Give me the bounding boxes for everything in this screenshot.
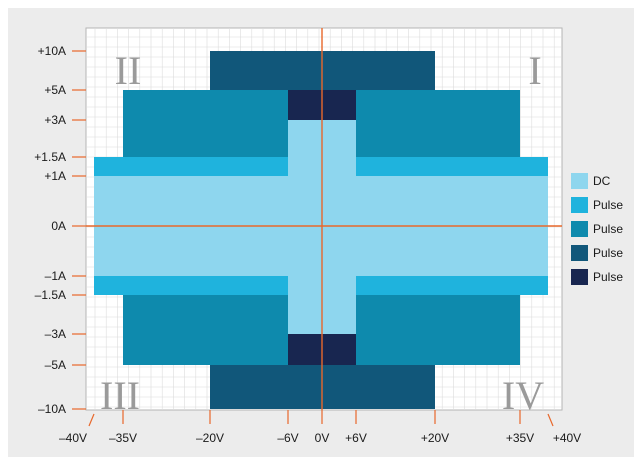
quadrant-label-iii: III [100,373,140,418]
x-tick-mark [547,413,554,427]
y-tick-label: +1.5A [34,150,66,164]
region-pulse-3 [356,90,520,157]
chart-frame: II I III IV –40V –35V –20V –6V 0V +6V +20V +35V… [8,8,634,457]
y-tick-label: –10A [38,402,66,416]
y-tick-label: +5A [44,83,66,97]
legend-label: Pulse [593,246,623,260]
region-pulse-3 [123,295,288,365]
legend-label: Pulse [593,270,623,284]
legend-swatch [571,197,588,213]
legend-label: Pulse [593,222,623,236]
y-tick-label: –3A [45,327,66,341]
y-tick-label: +3A [44,113,66,127]
legend-swatch [571,269,588,285]
legend-label: DC [593,174,611,188]
y-tick-label: –1.5A [35,288,66,302]
region-pulse-3 [356,295,520,365]
y-tick-label: +10A [38,44,66,58]
legend-swatch [571,245,588,261]
axes [86,28,562,410]
x-tick-label: –40V [59,431,87,445]
x-tick-label: 0V [315,431,330,445]
y-tick-label: 0A [51,219,66,233]
quadrant-labels: II I III IV [100,48,544,418]
y-tick-label: –5A [45,358,66,372]
quadrant-label-iv: IV [502,373,544,418]
y-tick-labels: +10A +5A +3A +1.5A +1A 0A –1A –1.5A –3A –5A –10A [34,44,86,416]
data-regions [94,51,548,409]
x-tick-label: +40V [553,431,581,445]
x-tick-label: –6V [277,431,298,445]
region-pulse-2 [356,157,548,176]
region-pulse-3 [123,90,288,157]
region-pulse-2 [94,276,288,295]
legend-label: Pulse [593,198,623,212]
quadrant-label-i: I [528,48,541,93]
x-tick-label: –20V [196,431,224,445]
y-tick-label: –1A [45,269,66,283]
x-tick-labels: –40V –35V –20V –6V 0V +6V +20V +35V +40V [59,410,581,445]
x-tick-label: –35V [109,431,137,445]
x-tick-mark [88,413,95,427]
legend-swatch [571,173,588,189]
region-pulse-2 [94,157,288,176]
x-tick-label: +6V [345,431,367,445]
x-tick-label: +20V [421,431,449,445]
quadrant-label-ii: II [115,48,142,93]
legend: DC Pulse Pulse Pulse Pulse [571,173,623,285]
y-tick-label: +1A [44,169,66,183]
legend-swatch [571,221,588,237]
region-pulse-2 [356,276,548,295]
safe-operating-area-chart: II I III IV –40V –35V –20V –6V 0V +6V +20V +35V… [34,27,623,445]
x-tick-label: +35V [506,431,534,445]
